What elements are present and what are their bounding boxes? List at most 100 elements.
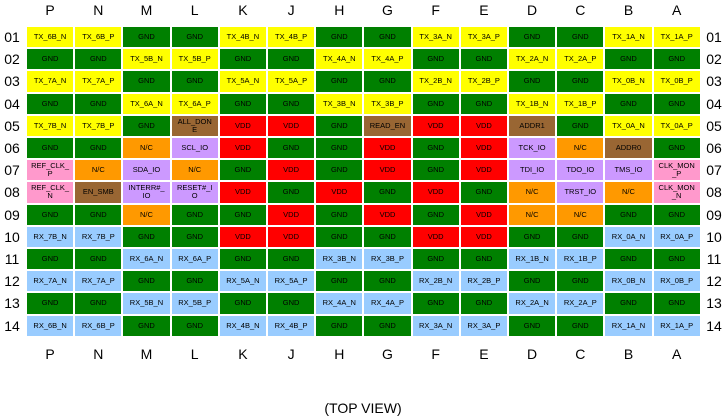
column-label: J <box>287 346 295 362</box>
pin-cell: GND <box>604 92 653 115</box>
pin-cell: VDD <box>363 159 412 182</box>
pin-cell: GND <box>604 248 653 271</box>
pin-cell: GND <box>26 48 75 71</box>
row-label: 14 <box>706 317 722 334</box>
pin-cell: GND <box>315 159 364 182</box>
pin-cell: GND <box>170 26 219 49</box>
pin-cell: RX_4B_P <box>267 314 316 337</box>
pin-cell: RX_3A_P <box>459 314 508 337</box>
pin-cell: GND <box>363 181 412 204</box>
pin-cell: VDD <box>363 137 412 160</box>
pin-cell: VDD <box>459 159 508 182</box>
row-label: 07 <box>4 162 20 179</box>
pin-cell: GND <box>556 270 605 293</box>
pin-cell: GND <box>604 203 653 226</box>
pin-cell: RX_5A_P <box>267 270 316 293</box>
pin-cell: RX_7B_P <box>74 225 123 248</box>
pin-cell: TX_5A_P <box>267 70 316 93</box>
row-label: 03 <box>706 73 722 90</box>
pin-cell: RX_5B_N <box>122 292 171 315</box>
footer: (TOP VIEW) <box>324 400 402 416</box>
pin-cell: GND <box>604 48 653 71</box>
pin-cell: TX_7B_P <box>74 114 123 137</box>
pin-cell: GND <box>556 225 605 248</box>
pin-cell: N/C <box>122 203 171 226</box>
pin-cell: SDA_IO <box>122 159 171 182</box>
pin-cell: GND <box>411 248 460 271</box>
pin-cell: REF_CLK_P <box>26 159 75 182</box>
pin-cell: TX_0B_N <box>604 70 653 93</box>
pin-cell: TX_3B_P <box>363 92 412 115</box>
pin-cell: TX_4B_N <box>218 26 267 49</box>
pin-cell: TCK_IO <box>508 137 557 160</box>
pin-cell: GND <box>652 48 701 71</box>
pin-cell: GND <box>315 70 364 93</box>
pin-cell: TX_5B_N <box>122 48 171 71</box>
pin-cell: ALL_DONE <box>170 114 219 137</box>
pin-cell: RX_7A_P <box>74 270 123 293</box>
pin-cell: VDD <box>411 114 460 137</box>
pin-cell: GND <box>122 314 171 337</box>
pin-cell: N/C <box>556 203 605 226</box>
pin-cell: TX_7A_P <box>74 70 123 93</box>
pin-cell: GND <box>74 292 123 315</box>
row-label: 08 <box>4 184 20 201</box>
pin-cell: VDD <box>218 181 267 204</box>
pin-cell: GND <box>604 292 653 315</box>
pin-cell: TX_1B_P <box>556 92 605 115</box>
pin-cell: GND <box>652 137 701 160</box>
pin-cell: TX_2A_N <box>508 48 557 71</box>
pin-cell: REF_CLK_N <box>26 181 75 204</box>
pin-cell: GND <box>122 270 171 293</box>
pin-cell: TX_0A_P <box>652 114 701 137</box>
pin-cell: RX_1A_N <box>604 314 653 337</box>
pin-cell: VDD <box>459 114 508 137</box>
column-label: E <box>479 346 489 362</box>
row-label: 05 <box>4 117 20 134</box>
column-label: C <box>575 2 586 18</box>
pin-cell: EN_SMB <box>74 181 123 204</box>
pin-cell: VDD <box>267 114 316 137</box>
pin-cell: GND <box>508 26 557 49</box>
pin-cell: GND <box>508 70 557 93</box>
column-label: F <box>431 346 440 362</box>
pin-cell: VDD <box>267 159 316 182</box>
pin-cell: GND <box>508 225 557 248</box>
pin-cell: TX_6A_N <box>122 92 171 115</box>
pin-cell: TX_2B_N <box>411 70 460 93</box>
pin-cell: TX_3B_N <box>315 92 364 115</box>
pin-cell: GND <box>411 48 460 71</box>
pin-cell: TRST_IO <box>556 181 605 204</box>
pin-cell: TDI_IO <box>508 159 557 182</box>
pin-cell: TX_6B_N <box>26 26 75 49</box>
row-label: 02 <box>4 51 20 68</box>
pin-cell: GND <box>315 26 364 49</box>
pin-cell: VDD <box>459 203 508 226</box>
pin-cell: GND <box>315 270 364 293</box>
pin-cell: RX_1B_N <box>508 248 557 271</box>
pin-cell: VDD <box>411 225 460 248</box>
pin-cell: GND <box>170 270 219 293</box>
pin-cell: GND <box>218 48 267 71</box>
row-label: 09 <box>706 206 722 223</box>
pin-cell: RX_6B_N <box>26 314 75 337</box>
column-label: B <box>623 346 634 362</box>
row-label: 04 <box>4 95 20 112</box>
pin-cell: READ_EN <box>363 114 412 137</box>
pin-cell: RX_3A_N <box>411 314 460 337</box>
column-label: G <box>382 346 393 362</box>
row-label: 05 <box>706 117 722 134</box>
pin-cell: GND <box>122 70 171 93</box>
column-label: K <box>238 346 248 362</box>
pin-cell: GND <box>74 203 123 226</box>
pin-cell: RX_2B_P <box>459 270 508 293</box>
pin-cell: GND <box>652 203 701 226</box>
column-label: C <box>575 346 586 362</box>
pin-cell: N/C <box>122 137 171 160</box>
pin-cell: TX_6B_P <box>74 26 123 49</box>
pin-cell: GND <box>411 292 460 315</box>
column-label: D <box>527 2 538 18</box>
pin-cell: GND <box>122 114 171 137</box>
pin-cell: N/C <box>604 181 653 204</box>
